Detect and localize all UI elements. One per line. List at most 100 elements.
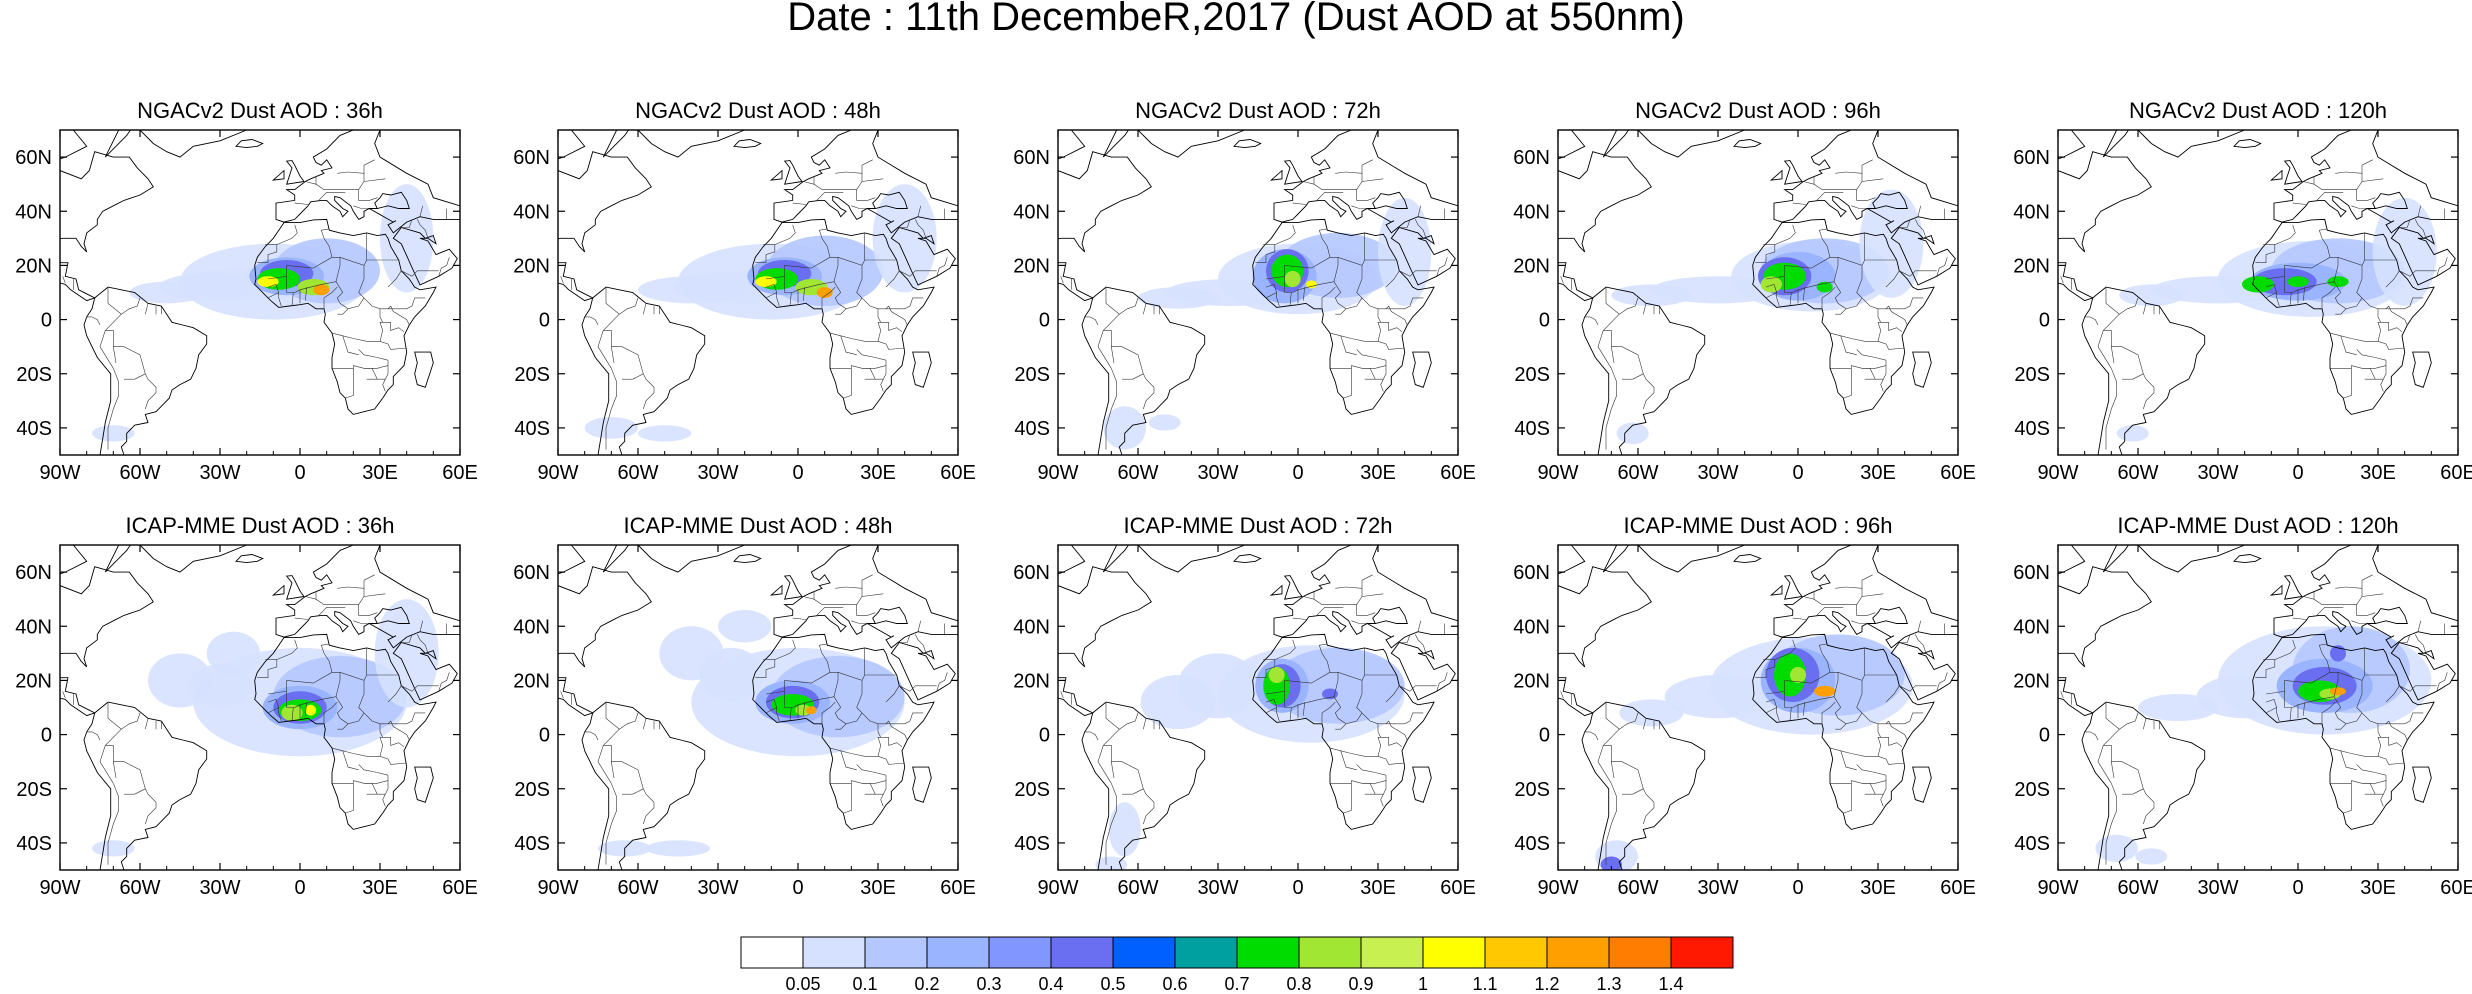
coastline <box>104 130 248 158</box>
border-line <box>936 257 948 277</box>
aod-contour <box>2327 276 2349 288</box>
border-line <box>2385 270 2400 288</box>
coastline <box>275 130 460 234</box>
lon-tick-label: 60W <box>2117 462 2158 484</box>
coastline <box>275 545 460 649</box>
border-line <box>145 303 149 315</box>
lon-tick-label: 30W <box>2197 877 2238 899</box>
aod-contour <box>638 425 692 442</box>
coastline <box>2252 218 2435 415</box>
border-line <box>1755 244 1776 263</box>
border-line <box>305 593 386 605</box>
lat-tick-label: 20N <box>1513 255 1550 277</box>
coastline <box>2058 545 2152 717</box>
border-line <box>1119 297 1139 315</box>
lon-tick-label: 30E <box>2360 462 2396 484</box>
coastline <box>1283 160 1303 185</box>
border-line <box>899 634 911 643</box>
coastline <box>1769 169 1783 181</box>
aod-contour <box>374 599 439 708</box>
lon-tick-label: 60E <box>2440 462 2472 484</box>
coastline <box>2412 351 2432 388</box>
border-line <box>1362 368 1376 380</box>
border-line <box>1774 224 1796 245</box>
border-line <box>1885 270 1900 288</box>
coastline <box>2233 554 2262 564</box>
border-line <box>1862 368 1876 380</box>
lat-tick-label: 40N <box>513 201 550 223</box>
lon-tick-label: 30E <box>1360 877 1396 899</box>
lat-tick-label: 0 <box>1539 725 1550 747</box>
colorbar-label: 0.1 <box>852 974 877 994</box>
map-frame <box>1557 544 1959 871</box>
border-line <box>611 346 615 363</box>
aod-contour <box>816 287 833 298</box>
border-line <box>1856 189 1876 201</box>
coastline <box>2102 130 2246 158</box>
aod-contour <box>1140 675 1216 730</box>
border-line <box>1917 620 1921 632</box>
border-line <box>2321 701 2336 724</box>
aod-contour <box>92 425 135 442</box>
aod-contour <box>1095 856 1128 870</box>
border-line <box>1356 764 1387 776</box>
border-line <box>755 244 776 263</box>
border-line <box>803 702 805 716</box>
border-line <box>886 297 924 310</box>
map-panel: 90W 60W 30W 0 30E 60E 60N 40N 20N 0 20S 40S ICAP-MME… <box>1013 513 1476 899</box>
colorbar-label: 0.2 <box>914 974 939 994</box>
lon-tick-label: 30W <box>1197 462 1238 484</box>
coastlines <box>1058 545 1458 870</box>
aod-contour <box>1664 675 1772 719</box>
border-line <box>278 707 282 722</box>
border-line <box>379 341 407 350</box>
lat-tick-label: 20N <box>513 670 550 692</box>
lon-tick-label: 60W <box>1617 462 1658 484</box>
border-line <box>2111 346 2115 363</box>
border-line <box>1335 308 1347 315</box>
coastline <box>2269 169 2283 181</box>
border-line <box>2377 723 2381 738</box>
border-line <box>1388 322 1403 333</box>
map-panel: 90W 60W 30W 0 30E 60E 60N 40N 20N 0 20S 40S NGACv2 D… <box>1013 98 1476 484</box>
border-line <box>1792 202 1807 205</box>
panel-title: NGACv2 Dust AOD : 96h <box>1635 98 1881 123</box>
coastline <box>1733 554 1762 564</box>
dust-aod-field <box>2116 197 2437 442</box>
panel-title: ICAP-MME Dust AOD : 96h <box>1624 513 1893 538</box>
lat-tick-label: 40S <box>1014 833 1050 855</box>
border-line <box>1274 639 1296 660</box>
lat-tick-label: 40S <box>1514 418 1550 440</box>
aod-contour <box>1859 189 1924 298</box>
border-line <box>1436 672 1448 692</box>
border-line <box>619 712 639 730</box>
border-line <box>2417 620 2421 632</box>
border-line <box>1840 335 1857 356</box>
border-line <box>332 257 391 310</box>
border-line <box>276 639 298 660</box>
border-line <box>835 171 863 174</box>
border-line <box>2143 718 2147 730</box>
border-line <box>1385 685 1400 703</box>
map-frame <box>59 129 461 456</box>
lat-tick-label: 0 <box>1039 725 1050 747</box>
coastline <box>558 545 652 717</box>
aod-contour <box>2330 645 2346 662</box>
border-line <box>1097 330 1112 369</box>
border-line <box>342 335 359 356</box>
colorbar-label: 0.8 <box>1286 974 1311 994</box>
border-line <box>1119 712 1139 730</box>
border-line <box>1835 586 1863 589</box>
coastline <box>558 130 652 302</box>
panel-title: NGACv2 Dust AOD : 48h <box>635 98 881 123</box>
lon-tick-label: 30E <box>860 877 896 899</box>
aod-contour <box>2116 425 2149 442</box>
map-panels: 90W 60W 30W 0 30E 60E 60N 40N 20N 0 20S 40S NGACv2 D… <box>15 98 2472 899</box>
lon-tick-label: 60W <box>1117 877 1158 899</box>
lat-tick-label: 0 <box>1539 310 1550 332</box>
border-line <box>862 368 876 380</box>
border-line <box>611 761 615 778</box>
colorbar-label: 0.9 <box>1348 974 1373 994</box>
border-line <box>1861 159 1873 182</box>
border-line <box>1111 346 1115 363</box>
